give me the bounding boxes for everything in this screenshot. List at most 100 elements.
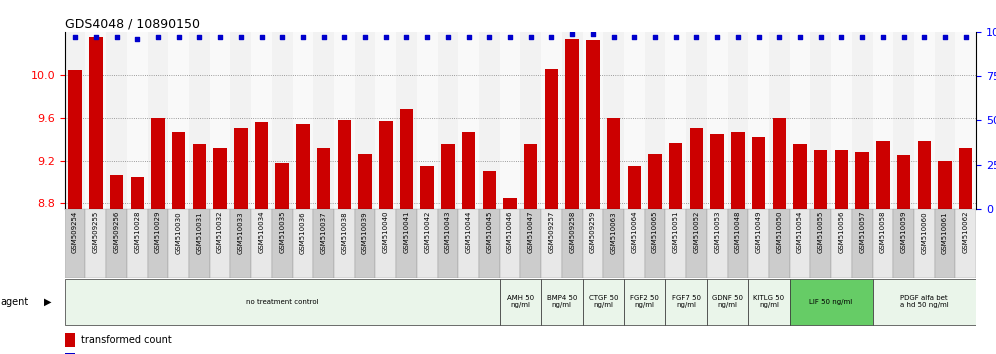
Text: ▶: ▶: [44, 297, 52, 307]
Bar: [65, 279, 500, 325]
Point: [958, 34, 974, 40]
Text: GSM509259: GSM509259: [590, 211, 596, 253]
Point: [771, 34, 787, 40]
Bar: [686, 32, 707, 209]
Bar: [293, 32, 314, 209]
Bar: [479, 32, 500, 209]
Text: GDNF 50
ng/ml: GDNF 50 ng/ml: [712, 295, 743, 308]
Text: GSM510043: GSM510043: [445, 211, 451, 253]
Bar: [189, 32, 210, 209]
Bar: [272, 209, 293, 278]
Bar: [65, 209, 86, 278]
Bar: [583, 209, 604, 278]
Text: GSM510037: GSM510037: [321, 211, 327, 253]
Text: GSM510035: GSM510035: [279, 211, 285, 253]
Bar: [334, 209, 355, 278]
Bar: [210, 32, 230, 209]
Bar: [417, 209, 437, 278]
Bar: [503, 198, 517, 209]
Bar: [769, 32, 790, 209]
Bar: [690, 129, 703, 209]
Point: [834, 34, 850, 40]
Bar: [441, 144, 454, 209]
Bar: [627, 166, 641, 209]
Point: [88, 34, 104, 40]
Bar: [437, 209, 458, 278]
Point: [895, 34, 911, 40]
Bar: [458, 209, 479, 278]
Bar: [707, 209, 727, 278]
Bar: [607, 118, 621, 209]
Text: transformed count: transformed count: [81, 335, 171, 345]
Point: [150, 34, 166, 40]
Text: GSM510061: GSM510061: [942, 211, 948, 253]
Bar: [483, 171, 496, 209]
Text: GSM510038: GSM510038: [342, 211, 348, 253]
Bar: [831, 32, 852, 209]
Bar: [604, 32, 623, 209]
Bar: [811, 32, 831, 209]
Bar: [192, 144, 206, 209]
Bar: [500, 32, 521, 209]
Text: GSM510041: GSM510041: [403, 211, 409, 253]
Bar: [752, 137, 765, 209]
Bar: [276, 163, 289, 209]
Text: GSM510059: GSM510059: [900, 211, 906, 253]
Bar: [126, 32, 147, 209]
Point: [109, 34, 124, 40]
Point: [626, 34, 642, 40]
Bar: [317, 148, 331, 209]
Bar: [521, 209, 541, 278]
Text: GSM510044: GSM510044: [465, 211, 472, 253]
Text: GSM510054: GSM510054: [797, 211, 803, 253]
Bar: [355, 209, 375, 278]
Text: GSM509255: GSM509255: [93, 211, 99, 253]
Bar: [126, 209, 147, 278]
Bar: [587, 40, 600, 209]
Point: [191, 34, 207, 40]
Bar: [896, 155, 910, 209]
Bar: [811, 209, 831, 278]
Text: GSM509258: GSM509258: [569, 211, 576, 253]
Point: [337, 34, 353, 40]
Point: [440, 34, 456, 40]
Bar: [359, 154, 372, 209]
Bar: [773, 118, 786, 209]
Bar: [234, 129, 248, 209]
Bar: [541, 32, 562, 209]
Point: [398, 34, 414, 40]
Bar: [727, 32, 748, 209]
Bar: [213, 148, 227, 209]
Bar: [375, 32, 396, 209]
Bar: [396, 32, 417, 209]
Bar: [583, 279, 623, 325]
Bar: [731, 132, 745, 209]
Text: GSM510033: GSM510033: [238, 211, 244, 253]
Bar: [835, 150, 849, 209]
Bar: [293, 209, 314, 278]
Point: [523, 34, 539, 40]
Text: GSM510056: GSM510056: [839, 211, 845, 253]
Text: agent: agent: [0, 297, 28, 307]
Bar: [669, 143, 682, 209]
Bar: [562, 209, 583, 278]
Point: [358, 34, 374, 40]
Bar: [86, 209, 107, 278]
Text: GSM510063: GSM510063: [611, 211, 617, 253]
Bar: [748, 209, 769, 278]
Point: [254, 34, 270, 40]
Bar: [707, 279, 748, 325]
Text: GSM510028: GSM510028: [134, 211, 140, 253]
Text: GSM510055: GSM510055: [818, 211, 824, 253]
Text: FGF7 50
ng/ml: FGF7 50 ng/ml: [671, 295, 700, 308]
Bar: [420, 166, 434, 209]
Bar: [89, 37, 103, 209]
Bar: [272, 32, 293, 209]
Bar: [914, 209, 934, 278]
Point: [233, 34, 249, 40]
Point: [585, 31, 601, 36]
Text: GSM510057: GSM510057: [860, 211, 866, 253]
Bar: [65, 353, 75, 354]
Bar: [541, 279, 583, 325]
Bar: [168, 209, 189, 278]
